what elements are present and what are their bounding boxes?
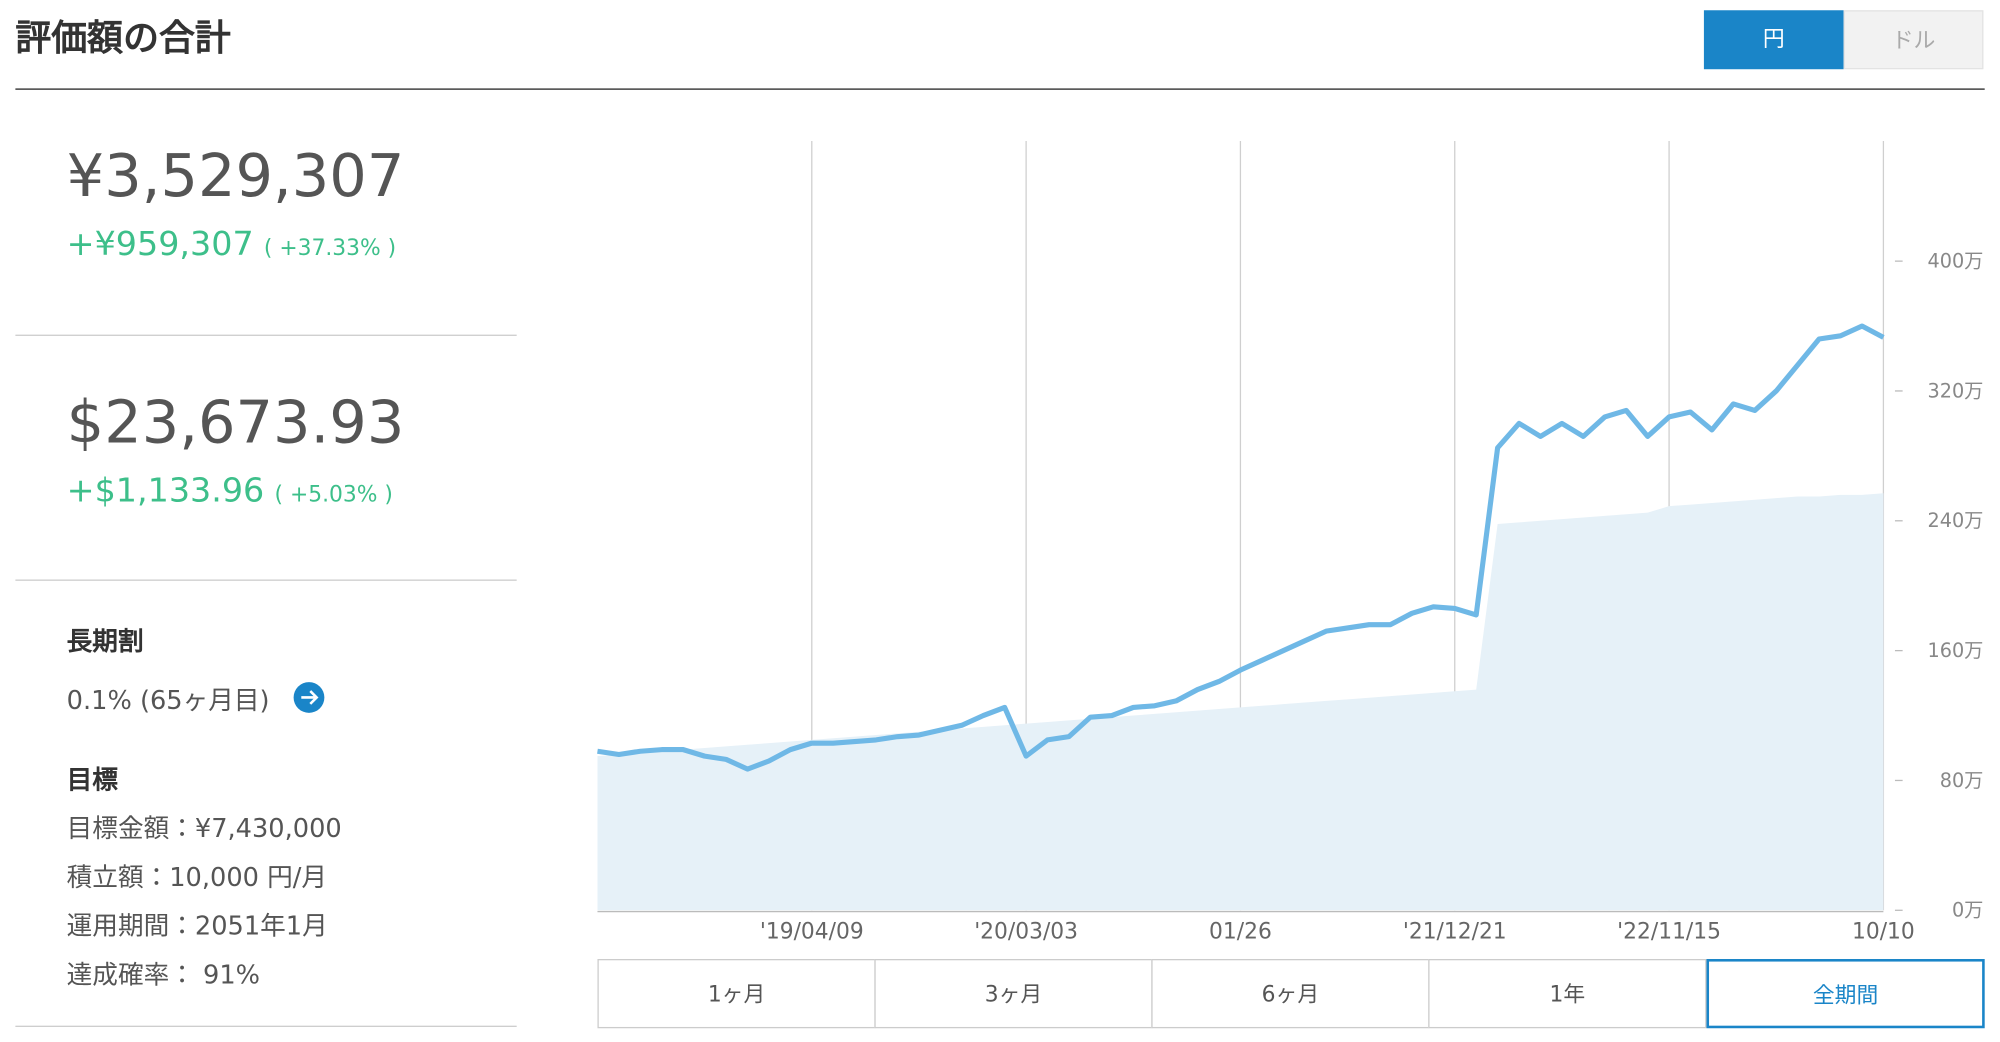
- separator: [15, 1025, 517, 1027]
- header-rule: [15, 88, 1985, 90]
- yen-gain: +¥959,307 ( +37.33% ): [67, 226, 396, 264]
- x-tick-label: '21/12/21: [1403, 919, 1507, 944]
- y-tick-label: 320万: [1928, 379, 1984, 402]
- goal-title: 目標: [66, 764, 118, 795]
- goal-item: 達成確率： 91%: [66, 959, 261, 990]
- period-button[interactable]: 6ヶ月: [1151, 959, 1430, 1029]
- yen-gain-pct: ( +37.33% ): [263, 235, 397, 262]
- x-tick-label: 01/26: [1209, 919, 1272, 944]
- y-tick-label: 160万: [1928, 639, 1984, 662]
- long-term-value: 0.1% (65ヶ月目): [66, 684, 270, 716]
- goal-item: 目標金額：¥7,430,000: [66, 812, 342, 844]
- line: [597, 323, 1885, 772]
- x-tick-label: '20/03/03: [974, 919, 1078, 944]
- arrow-button[interactable]: [292, 681, 325, 714]
- chart: '19/04/09 '20/03/03 01/26 '21/12/21 '22/11/1…: [597, 141, 1984, 944]
- x-tick-label: '19/04/09: [760, 919, 864, 944]
- area: [597, 493, 1884, 911]
- usd-total: $23,673.93: [66, 387, 405, 457]
- period-button[interactable]: 3ヶ月: [874, 959, 1153, 1029]
- goal-item: 積立額：10,000 円/月: [66, 861, 328, 893]
- y-tick-label: 0万: [1952, 899, 1983, 922]
- y-tick-label: 400万: [1928, 250, 1984, 273]
- long-term-label: 長期割: [66, 625, 144, 657]
- separator: [15, 579, 517, 581]
- yen-total: ¥3,529,307: [66, 141, 405, 211]
- goal-item: 運用期間：2051年1月: [66, 910, 328, 942]
- currency-usd[interactable]: ドル: [1843, 10, 1984, 70]
- period-button[interactable]: 1年: [1428, 959, 1707, 1029]
- usd-gain-pct: ( +5.03% ): [274, 482, 393, 508]
- page-title: 評価額の合計: [15, 16, 231, 59]
- currency-yen[interactable]: 円: [1703, 10, 1844, 70]
- usd-gain-amount: +$1,133.96: [66, 471, 265, 511]
- y-tick-label: 80万: [1940, 769, 1984, 792]
- usd-gain: +$1,133.96 ( +5.03% ): [67, 472, 393, 510]
- separator: [15, 334, 517, 336]
- x-tick-label: '22/11/15: [1617, 919, 1721, 944]
- yen-gain-amount: +¥959,307: [66, 225, 254, 265]
- period-button[interactable]: 全期間: [1706, 959, 1985, 1029]
- period-button[interactable]: 1ヶ月: [597, 959, 876, 1029]
- x-tick-label: 10/10: [1852, 919, 1915, 944]
- y-tick-label: 240万: [1928, 509, 1984, 532]
